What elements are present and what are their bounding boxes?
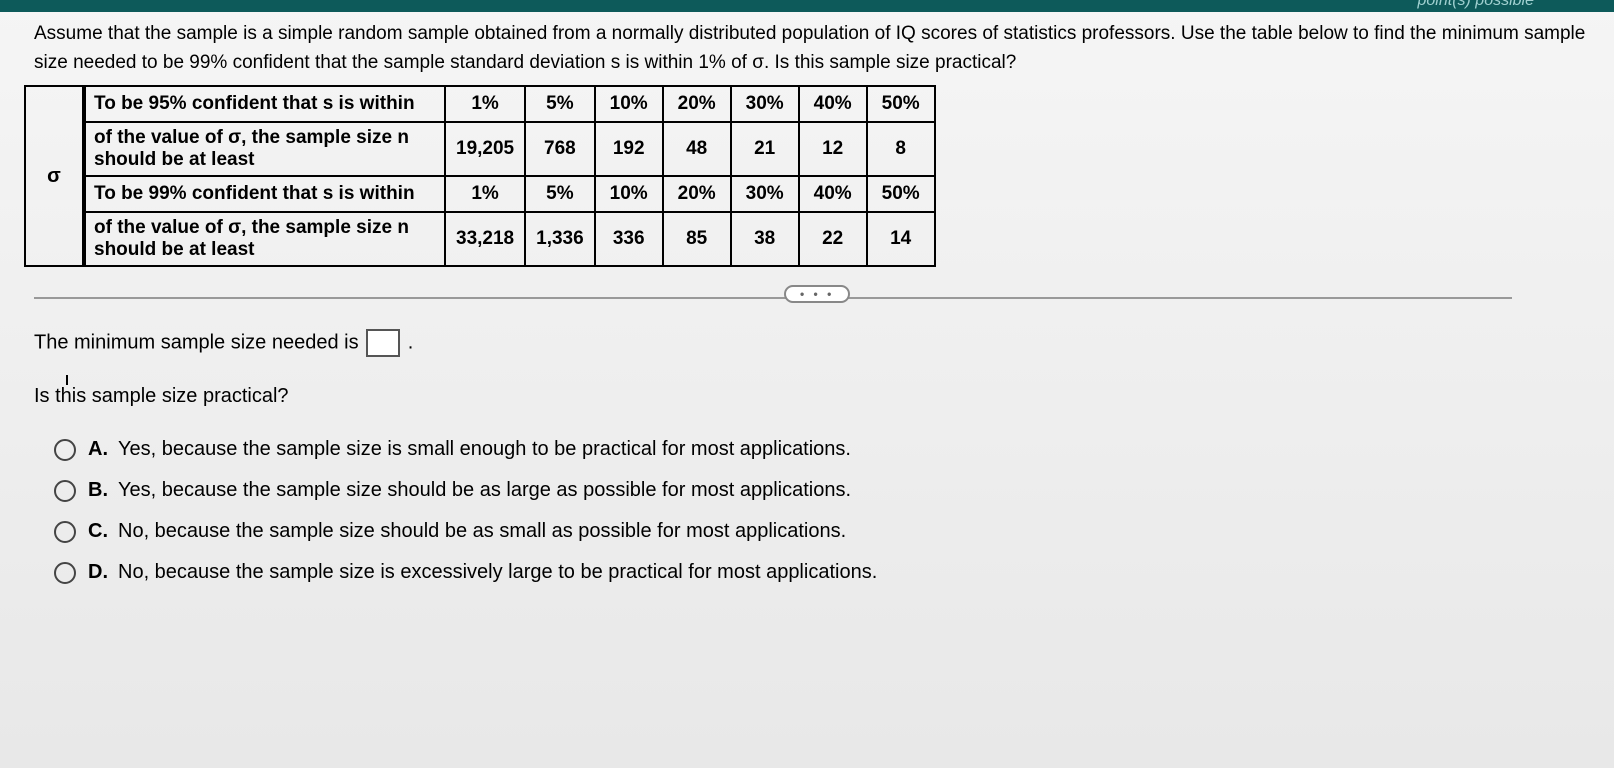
options-list: A. Yes, because the sample size is small… <box>24 438 1590 584</box>
option-letter: D. <box>88 561 108 584</box>
table-cell: 40% <box>799 176 867 212</box>
header-bar: point(s) possible <box>0 0 1614 12</box>
table-cell: 192 <box>595 122 663 176</box>
table-cell: 12 <box>799 122 867 176</box>
option-text: No, because the sample size is excessive… <box>118 561 877 584</box>
question-text: Assume that the sample is a simple rando… <box>24 20 1590 77</box>
table-cell: 22 <box>799 212 867 266</box>
ellipsis-button[interactable]: • • • <box>784 285 850 303</box>
sample-size-table: To be 95% confident that s is within 1% … <box>84 85 936 267</box>
radio-icon[interactable] <box>54 439 76 461</box>
row-label: of the value of σ, the sample size n sho… <box>85 212 445 266</box>
option-d[interactable]: D. No, because the sample size is excess… <box>54 561 1590 584</box>
table-cell: 30% <box>731 86 799 122</box>
table-cell: 768 <box>525 122 595 176</box>
table-cell: 20% <box>663 176 731 212</box>
table-cell: 1% <box>445 86 525 122</box>
option-text: Yes, because the sample size should be a… <box>118 479 851 502</box>
table-cell: 50% <box>867 176 935 212</box>
table-cell: 8 <box>867 122 935 176</box>
table-cell: 1% <box>445 176 525 212</box>
table-cell: 50% <box>867 86 935 122</box>
table-cell: 1,336 <box>525 212 595 266</box>
table-cell: 14 <box>867 212 935 266</box>
table-cell: 19,205 <box>445 122 525 176</box>
divider-wrapper: • • • <box>24 297 1590 299</box>
row-label: To be 95% confident that s is within <box>85 86 445 122</box>
row-label: To be 99% confident that s is within <box>85 176 445 212</box>
prompt-suffix: . <box>408 331 414 353</box>
radio-icon[interactable] <box>54 521 76 543</box>
table-cell: 33,218 <box>445 212 525 266</box>
radio-icon[interactable] <box>54 480 76 502</box>
table-cell: 5% <box>525 86 595 122</box>
option-letter: C. <box>88 520 108 543</box>
radio-icon[interactable] <box>54 562 76 584</box>
table-row: of the value of σ, the sample size n sho… <box>85 122 935 176</box>
table-cell: 10% <box>595 176 663 212</box>
option-text: No, because the sample size should be as… <box>118 520 846 543</box>
prompt-prefix: The minimum sample size needed is <box>34 331 364 353</box>
option-letter: B. <box>88 479 108 502</box>
sample-size-input[interactable] <box>366 329 400 357</box>
content-area: Assume that the sample is a simple rando… <box>0 12 1614 626</box>
table-cell: 85 <box>663 212 731 266</box>
table-cell: 21 <box>731 122 799 176</box>
table-row: To be 95% confident that s is within 1% … <box>85 86 935 122</box>
table-cell: 5% <box>525 176 595 212</box>
option-b[interactable]: B. Yes, because the sample size should b… <box>54 479 1590 502</box>
table-cell: 10% <box>595 86 663 122</box>
row-label: of the value of σ, the sample size n sho… <box>85 122 445 176</box>
answer-prompt: The minimum sample size needed is . <box>24 329 1590 357</box>
sub-question-text: Is this sample size practical? <box>34 385 289 408</box>
sigma-label-cell: σ <box>24 85 84 267</box>
table-cell: 38 <box>731 212 799 266</box>
table-cell: 336 <box>595 212 663 266</box>
table-cell: 30% <box>731 176 799 212</box>
table-cell: 48 <box>663 122 731 176</box>
option-text: Yes, because the sample size is small en… <box>118 438 851 461</box>
table-cell: 20% <box>663 86 731 122</box>
sub-question: Is this sample size practical? <box>24 385 1590 408</box>
header-points-label: point(s) possible <box>1418 0 1535 10</box>
table-row: of the value of σ, the sample size n sho… <box>85 212 935 266</box>
section-divider <box>34 297 1512 299</box>
table-row: To be 99% confident that s is within 1% … <box>85 176 935 212</box>
option-letter: A. <box>88 438 108 461</box>
table-container: σ To be 95% confident that s is within 1… <box>24 85 1590 267</box>
option-a[interactable]: A. Yes, because the sample size is small… <box>54 438 1590 461</box>
table-cell: 40% <box>799 86 867 122</box>
option-c[interactable]: C. No, because the sample size should be… <box>54 520 1590 543</box>
